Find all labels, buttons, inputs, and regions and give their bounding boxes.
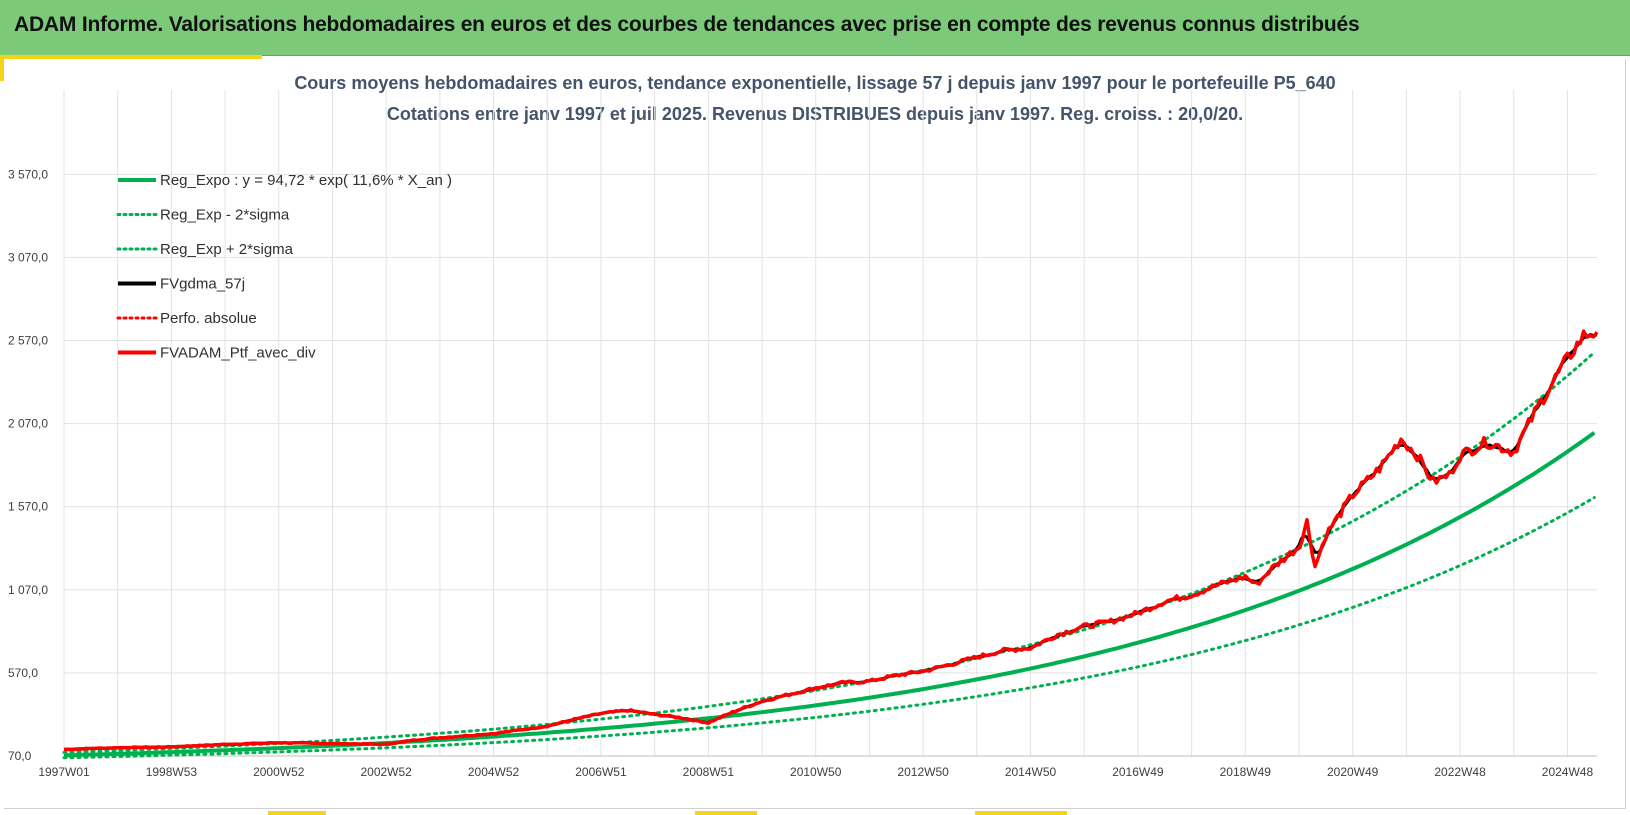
y-tick-label: 2 570,0: [8, 334, 48, 348]
accent-bar-bottom-3: [975, 811, 1067, 815]
y-tick-label: 3 070,0: [8, 250, 48, 264]
series-reg-plus-2sigma: [62, 350, 1596, 754]
y-tick-label: 3 570,0: [8, 167, 48, 181]
x-tick-label: 2014W50: [1005, 765, 1057, 779]
x-tick-label: 1998W53: [146, 765, 198, 779]
accent-bar-top: [0, 55, 262, 59]
legend-item-label: FVgdma_57j: [160, 276, 245, 293]
x-tick-label: 2010W50: [790, 765, 842, 779]
legend-item-label: Perfo. absolue: [160, 310, 257, 327]
accent-bar-bottom-1: [268, 811, 326, 815]
y-tick-label: 570,0: [8, 666, 38, 680]
x-tick-label: 2024W48: [1542, 765, 1594, 779]
x-tick-label: 2016W49: [1112, 765, 1164, 779]
series-reg-expo: [63, 431, 1596, 758]
x-tick-label: 2018W49: [1220, 765, 1272, 779]
x-tick-label: 2008W51: [683, 765, 735, 779]
legend-item-label: Reg_Expo : y = 94,72 * exp( 11,6% * X_an…: [160, 172, 452, 189]
series-fvadam-ptf: [63, 329, 1599, 752]
accent-bar-bottom-2: [695, 811, 757, 815]
x-tick-label: 2000W52: [253, 765, 305, 779]
legend-item-label: FVADAM_Ptf_avec_div: [160, 345, 316, 362]
x-tick-label: 2006W51: [575, 765, 627, 779]
chart-title: Cours moyens hebdomadaires en euros, ten…: [294, 73, 1336, 93]
accent-bar-left: [0, 55, 4, 81]
y-tick-label: 2 070,0: [8, 417, 48, 431]
y-tick-label: 70,0: [8, 749, 32, 763]
legend-item-label: Reg_Exp + 2*sigma: [160, 241, 294, 258]
x-tick-label: 2020W49: [1327, 765, 1379, 779]
x-tick-label: 2012W50: [897, 765, 949, 779]
y-tick-label: 1 570,0: [8, 500, 48, 514]
x-tick-label: 2004W52: [468, 765, 520, 779]
header-banner: ADAM Informe. Valorisations hebdomadaire…: [0, 0, 1630, 56]
chart-frame: [4, 59, 1626, 809]
page-title: ADAM Informe. Valorisations hebdomadaire…: [14, 13, 1360, 36]
x-tick-label: 2022W48: [1434, 765, 1486, 779]
x-tick-label: 1997W01: [38, 765, 90, 779]
series-reg-minus-2sigma: [62, 496, 1596, 760]
legend-item-label: Reg_Exp - 2*sigma: [160, 207, 290, 224]
y-tick-label: 1 070,0: [8, 583, 48, 597]
x-tick-label: 2002W52: [360, 765, 412, 779]
